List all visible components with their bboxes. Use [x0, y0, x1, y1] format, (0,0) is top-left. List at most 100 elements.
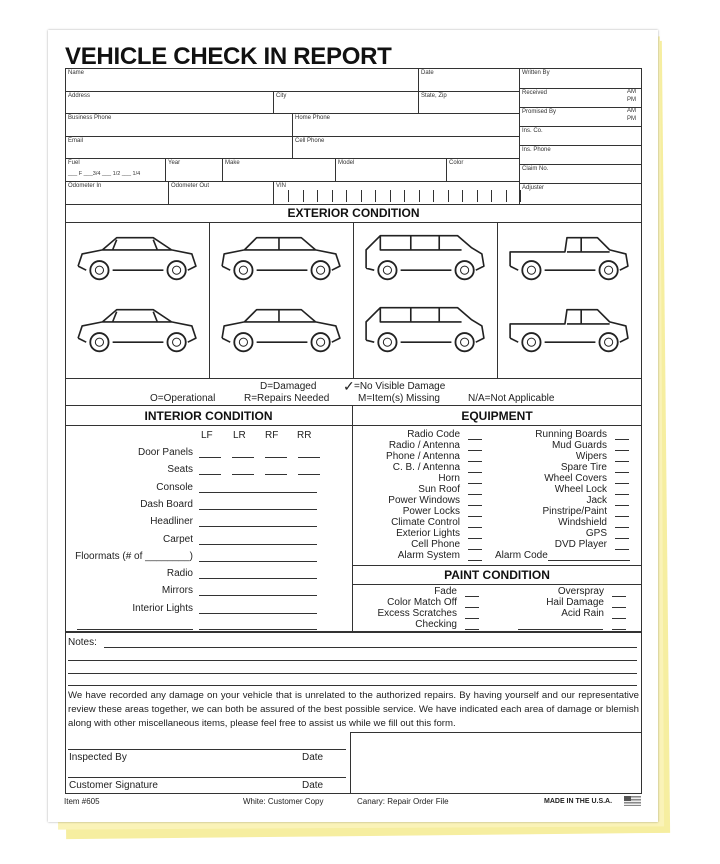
vin-digit-slot[interactable] — [418, 190, 420, 202]
equipment-blank[interactable] — [615, 461, 629, 462]
color-field[interactable]: Color — [449, 160, 464, 166]
interior-blank[interactable] — [199, 474, 221, 476]
notes-line[interactable] — [68, 673, 637, 674]
interior-blank[interactable] — [199, 560, 317, 562]
equipment-blank[interactable] — [468, 549, 482, 550]
vin-digit-slot[interactable] — [520, 190, 521, 202]
equipment-blank[interactable] — [615, 472, 629, 473]
interior-blank[interactable] — [298, 457, 320, 458]
vin-digit-slot[interactable] — [462, 190, 463, 202]
sedan-diagram-icon[interactable] — [216, 228, 346, 288]
vin-digit-slot[interactable] — [331, 190, 333, 202]
equipment-blank[interactable] — [615, 549, 629, 550]
inspected-by-line[interactable] — [68, 749, 346, 750]
equipment-blank[interactable] — [615, 450, 629, 451]
equipment-blank[interactable] — [615, 505, 629, 506]
interior-blank[interactable] — [265, 474, 287, 476]
vin-digit-slot[interactable] — [288, 190, 289, 202]
alarm-code-blank[interactable] — [548, 560, 630, 561]
equipment-blank[interactable] — [615, 483, 629, 484]
equipment-blank[interactable] — [468, 516, 482, 517]
paint-blank[interactable] — [465, 596, 479, 597]
vin-digit-slot[interactable] — [505, 190, 507, 202]
fuel-levels[interactable]: ___ F ___3/4 ___ 1/2 ___ 1/4 — [68, 171, 141, 177]
equipment-blank[interactable] — [615, 516, 629, 517]
vin-digit-slot[interactable] — [302, 190, 304, 202]
city-field[interactable]: City — [276, 93, 287, 99]
vin-digit-slot[interactable] — [389, 190, 391, 202]
address-field[interactable]: Address — [68, 93, 91, 99]
vin-digit-slot[interactable] — [375, 190, 376, 202]
promised-by-field[interactable]: Promised By — [522, 109, 557, 115]
interior-blank[interactable] — [199, 578, 317, 580]
equipment-blank[interactable] — [468, 439, 482, 440]
paint-blank[interactable] — [465, 607, 479, 608]
vin-digit-slot[interactable] — [404, 190, 405, 202]
received-field[interactable]: Received — [522, 90, 548, 96]
ins-co-field[interactable]: Ins. Co. — [522, 128, 543, 134]
pickup-truck-diagram-icon[interactable] — [504, 228, 634, 288]
interior-blank[interactable] — [199, 543, 317, 545]
home-phone-field[interactable]: Home Phone — [295, 115, 331, 121]
business-phone-field[interactable]: Business Phone — [68, 115, 112, 121]
date-field[interactable]: Date — [421, 70, 434, 76]
email-field[interactable]: Email — [68, 138, 84, 144]
paint-blank[interactable] — [612, 618, 626, 619]
minivan-diagram-icon[interactable] — [360, 228, 490, 288]
am-label[interactable]: AM — [627, 89, 636, 95]
equipment-blank[interactable] — [615, 439, 629, 440]
vin-field[interactable]: VIN — [276, 183, 287, 189]
notes-line[interactable] — [68, 685, 637, 686]
make-field[interactable]: Make — [225, 160, 240, 166]
notes-line[interactable] — [104, 647, 637, 648]
interior-blank[interactable] — [77, 629, 193, 630]
interior-blank[interactable] — [199, 595, 317, 597]
ins-phone-field[interactable]: Ins. Phone — [522, 147, 551, 153]
paint-blank[interactable] — [612, 607, 626, 608]
am-label[interactable]: AM — [627, 108, 636, 114]
interior-blank[interactable] — [232, 457, 254, 458]
sedan-diagram-icon[interactable] — [216, 300, 346, 360]
fuel-field[interactable]: Fuel — [68, 160, 80, 166]
interior-blank[interactable] — [199, 612, 317, 614]
cell-phone-field[interactable]: Cell Phone — [295, 138, 325, 144]
equipment-blank[interactable] — [468, 472, 482, 473]
paint-blank[interactable] — [465, 618, 479, 619]
pm-label[interactable]: PM — [627, 116, 636, 122]
minivan-diagram-icon[interactable] — [360, 300, 490, 360]
odometer-out-field[interactable]: Odometer Out — [171, 183, 210, 189]
interior-blank[interactable] — [199, 508, 317, 510]
adjuster-field[interactable]: Adjuster — [522, 185, 545, 191]
vin-digit-slot[interactable] — [447, 190, 449, 202]
vin-digit-slot[interactable] — [360, 190, 362, 202]
coupe-diagram-icon[interactable] — [72, 300, 202, 360]
interior-blank[interactable] — [298, 474, 320, 476]
interior-blank[interactable] — [265, 457, 287, 458]
paint-blank[interactable] — [612, 629, 626, 630]
state-zip-field[interactable]: State, Zip — [421, 93, 447, 99]
paint-blank[interactable] — [465, 629, 479, 630]
interior-blank[interactable] — [199, 491, 317, 493]
interior-blank[interactable] — [199, 457, 221, 458]
equipment-blank[interactable] — [615, 527, 629, 528]
equipment-blank[interactable] — [468, 560, 482, 561]
equipment-blank[interactable] — [468, 450, 482, 451]
claim-no-field[interactable]: Claim No. — [522, 166, 549, 172]
equipment-blank[interactable] — [615, 494, 629, 495]
equipment-blank[interactable] — [468, 527, 482, 528]
vin-digit-slot[interactable] — [476, 190, 478, 202]
odometer-in-field[interactable]: Odometer In — [68, 183, 102, 189]
paint-other-blank[interactable] — [518, 629, 603, 630]
notes-line[interactable] — [68, 660, 637, 661]
model-field[interactable]: Model — [338, 160, 355, 166]
vin-digit-slot[interactable] — [317, 190, 318, 202]
vin-digit-slot[interactable] — [346, 190, 347, 202]
written-by-field[interactable]: Written By — [522, 70, 550, 76]
interior-blank[interactable] — [199, 526, 317, 528]
pickup-truck-diagram-icon[interactable] — [504, 300, 634, 360]
paint-blank[interactable] — [612, 596, 626, 597]
coupe-diagram-icon[interactable] — [72, 228, 202, 288]
equipment-blank[interactable] — [468, 538, 482, 539]
equipment-blank[interactable] — [468, 461, 482, 462]
customer-signature-line[interactable] — [68, 777, 346, 778]
